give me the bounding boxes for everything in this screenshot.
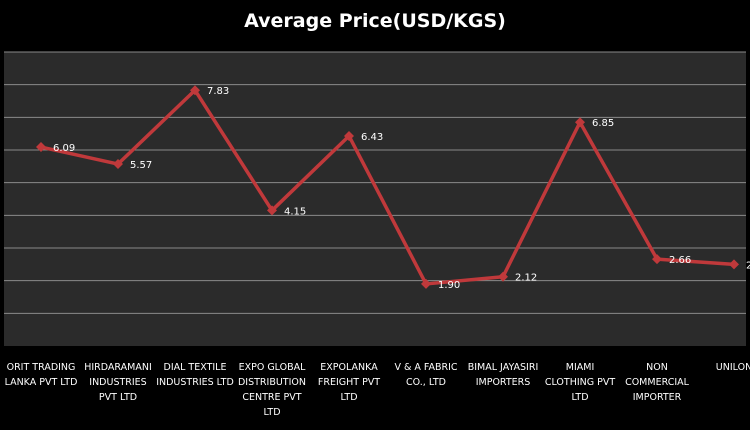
data-label: 2.12 — [515, 273, 537, 284]
data-label: 6.43 — [361, 132, 383, 143]
x-tick-label: MIAMI CLOTHING PVT LTD — [544, 362, 616, 403]
chart-title: Average Price(USD/KGS) — [244, 10, 506, 32]
data-point-marker — [344, 130, 354, 141]
series-layer: 6.09 5.57 7.83 4.15 6.43 1.90 2.12 6.85 2.66 2.5 — [36, 85, 750, 291]
data-point-marker — [190, 85, 200, 96]
data-label: 5.57 — [130, 160, 152, 171]
grid-layer — [4, 51, 746, 314]
data-label: 4.15 — [284, 206, 306, 217]
x-tick-label: BIMAL JAYASIRI IMPORTERS — [467, 362, 539, 388]
data-label: 2.66 — [669, 255, 691, 266]
data-label: 6.85 — [592, 118, 614, 129]
x-tick-label: ORIT TRADING LANKA PVT LTD — [4, 362, 78, 388]
data-point-marker — [498, 271, 508, 282]
x-tick-label: NON COMMERCIAL IMPORTER — [625, 362, 689, 403]
data-label: 6.09 — [53, 143, 75, 154]
series-line — [40, 88, 735, 286]
x-tick-label: DIAL TEXTILE INDUSTRIES LTD — [156, 362, 234, 388]
x-tick-label: EXPO GLOBAL DISTRIBUTION CENTRE PVT LTD — [237, 362, 306, 418]
x-tick-label: V & A FABRIC CO., LTD — [394, 362, 458, 388]
data-point-marker — [267, 205, 277, 216]
data-point-marker — [575, 117, 585, 128]
data-point-marker — [421, 278, 431, 289]
data-label: 2.5 — [746, 260, 750, 271]
plot-area — [4, 52, 746, 346]
data-point-marker — [729, 259, 739, 270]
data-label: 1.90 — [438, 280, 460, 291]
data-point-marker — [113, 159, 123, 170]
data-point-marker — [36, 142, 46, 153]
x-tick-label: EXPOLANKA FREIGHT PVT LTD — [317, 362, 381, 403]
data-label: 7.83 — [207, 86, 229, 97]
x-tick-label: HIRDARAMANI INDUSTRIES PVT LTD — [84, 362, 152, 403]
data-point-marker — [652, 254, 662, 265]
x-tick-label: UNILON — [715, 362, 750, 373]
